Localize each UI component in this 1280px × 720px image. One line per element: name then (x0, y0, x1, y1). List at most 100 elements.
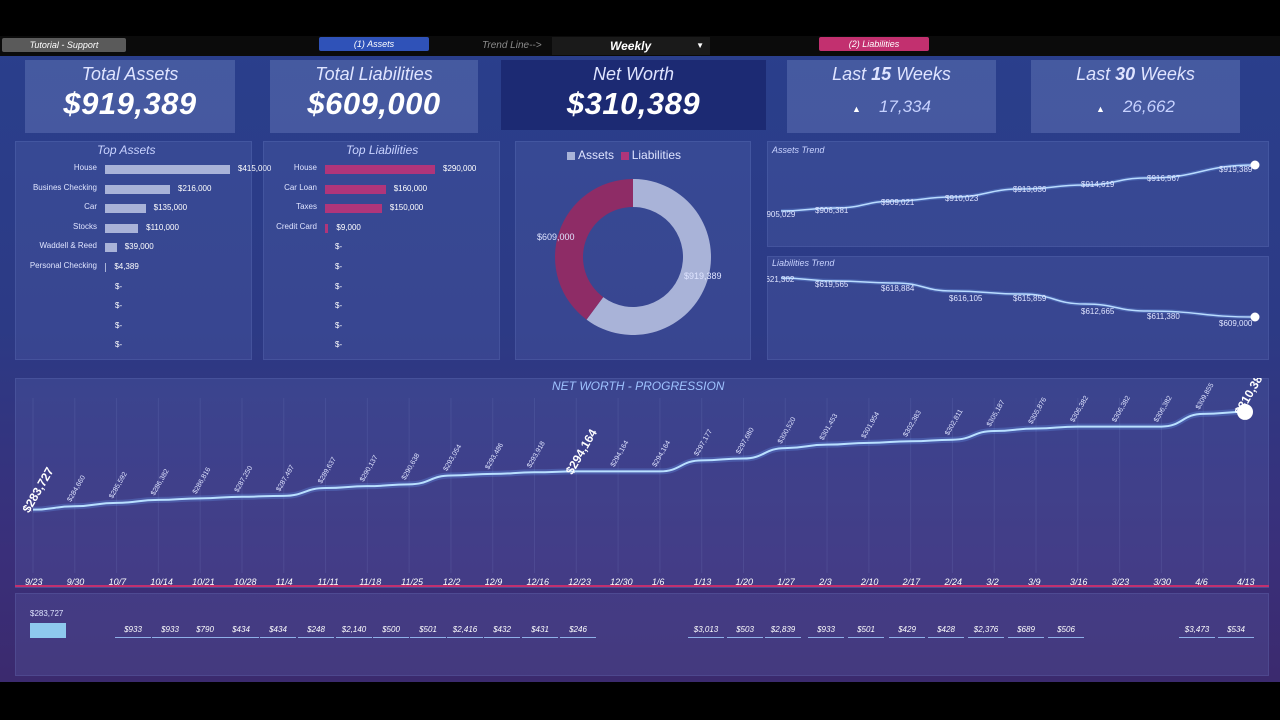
x-axis-label: 11/25 (401, 577, 423, 587)
data-point-label: $294,164 (610, 440, 631, 469)
liability-label: House (293, 163, 317, 172)
data-point-label: $306,382 (1069, 395, 1090, 424)
liability-row: House $290,000 (235, 163, 476, 175)
asset-value: $- (115, 340, 123, 350)
net-worth-value: $310,389 (566, 86, 701, 121)
weekly-change-value: $534 (1218, 625, 1254, 638)
data-point-label: $297,680 (735, 427, 756, 456)
weekly-change-value: $501 (410, 625, 446, 638)
trend-value-label: $619,565 (815, 280, 849, 289)
asset-value: $415,000 (238, 164, 272, 173)
liability-value: $- (335, 242, 343, 252)
data-point-label: $302,811 (944, 408, 964, 436)
liability-value: $9,000 (336, 222, 361, 232)
weekly-change-value: $248 (298, 625, 334, 638)
asset-bar (105, 165, 230, 174)
net-worth-title: Net Worth (592, 64, 675, 84)
assets-legend-swatch (567, 151, 575, 160)
last-30-suffix: Weeks (1140, 64, 1195, 84)
trend-value-label: $616,105 (949, 294, 983, 303)
data-point-label: $293,918 (526, 440, 547, 469)
weekly-change-value: $503 (727, 625, 763, 638)
x-axis-label: 3/16 (1069, 577, 1088, 587)
assets-nav-button[interactable]: (1) Assets (319, 37, 429, 51)
x-axis-label: 4/6 (1195, 577, 1208, 587)
x-axis-label: 10/28 (233, 577, 257, 587)
liability-bar (325, 184, 386, 194)
asset-row: Waddell & Reed $39,000 (15, 241, 215, 253)
trend-value-label: $612,665 (1081, 307, 1115, 316)
liability-label: Car Loan (284, 182, 317, 192)
liability-value: $290,000 (443, 164, 477, 173)
asset-row: House $415,000 (15, 163, 271, 175)
liability-row: $- (235, 300, 435, 312)
trend-value-label: $615,859 (1013, 294, 1047, 303)
asset-bar (105, 243, 117, 253)
weekly-change-value: $2,416 (447, 625, 483, 638)
x-axis-label: 11/18 (359, 577, 382, 587)
x-axis-label: 2/17 (902, 577, 921, 587)
legend-assets: Assets (578, 148, 615, 162)
liability-value: $160,000 (393, 183, 428, 193)
up-triangle-icon: ▲ (1096, 104, 1105, 114)
tutorial-support-button[interactable]: Tutorial - Support (2, 38, 126, 52)
liabilities-nav-button[interactable]: (2) Liabilities (819, 37, 929, 51)
data-point-label: $300,520 (777, 416, 798, 445)
trend-value-label: $913,036 (1013, 185, 1047, 194)
liability-row: Credit Card $9,000 (235, 222, 435, 234)
data-point-label: $294,164 (652, 440, 673, 469)
x-axis-label: 1/20 (735, 577, 753, 587)
liability-row: $- (235, 241, 435, 253)
donut-legend: Assets Liabilities (567, 148, 681, 162)
asset-value: $- (115, 301, 123, 311)
top-liabilities-title: Top Liabilities (346, 143, 419, 157)
top-assets-panel (15, 141, 252, 360)
liability-label: Taxes (296, 202, 317, 212)
x-axis-label: 2/24 (944, 577, 962, 587)
asset-label: Personal Checking (29, 261, 97, 270)
asset-label: Waddell & Reed (39, 241, 97, 251)
asset-label: Stocks (72, 221, 97, 231)
data-point-label: $284,660 (66, 474, 87, 503)
last-15-weeks-title: Last 15 Weeks (787, 64, 996, 85)
up-triangle-icon: ▲ (852, 104, 861, 114)
total-liabilities-card: Total Liabilities $609,000 (270, 60, 478, 133)
top-liabilities-panel (263, 141, 500, 360)
asset-row: Stocks $110,000 (15, 222, 215, 234)
top-assets-title: Top Assets (97, 143, 156, 157)
weekly-change-value: $431 (522, 625, 558, 638)
weekly-change-value: $434 (260, 625, 296, 638)
weekly-change-value: $790 (187, 625, 223, 638)
weekly-change-value: $933 (808, 625, 844, 638)
x-axis-label: 3/30 (1153, 577, 1171, 587)
data-point-label: $286,382 (150, 468, 171, 497)
data-point-label: $305,187 (986, 399, 1007, 428)
liability-bar (325, 223, 329, 233)
weekly-change-value: $2,376 (968, 625, 1004, 638)
x-axis-label: 12/16 (526, 577, 550, 587)
weekly-change-value: $933 (115, 625, 151, 638)
x-axis-label: 11/4 (275, 577, 293, 587)
liability-bar (325, 165, 435, 174)
donut-liabilities-label: $609,000 (537, 232, 575, 242)
asset-value: $- (115, 320, 123, 330)
trend-value-label: $914,619 (1081, 180, 1115, 189)
asset-row: Personal Checking $4,389 (15, 261, 215, 273)
asset-bar (105, 204, 146, 214)
trend-value-label: $905,029 (767, 210, 796, 219)
weekly-change-value: $933 (152, 625, 188, 638)
data-point-label: $301,453 (819, 413, 840, 442)
asset-bar (105, 263, 107, 272)
donut-assets-slice (586, 179, 711, 335)
total-assets-card: Total Assets $919,389 (25, 60, 235, 133)
x-axis-label: 12/23 (568, 577, 591, 587)
last-15-prefix: Last (832, 64, 867, 84)
data-point-label: $287,250 (234, 465, 255, 494)
weekly-change-panel (15, 593, 1269, 676)
trend-value-label: $910,023 (945, 194, 979, 203)
liability-bar (325, 204, 382, 214)
last-30-weeks-value: 26,662 (1122, 97, 1175, 116)
asset-row: Busines Checking $216,000 (15, 183, 215, 195)
trend-line-dropdown[interactable]: Weekly ▼ (552, 37, 710, 55)
chevron-down-icon: ▼ (696, 41, 704, 50)
